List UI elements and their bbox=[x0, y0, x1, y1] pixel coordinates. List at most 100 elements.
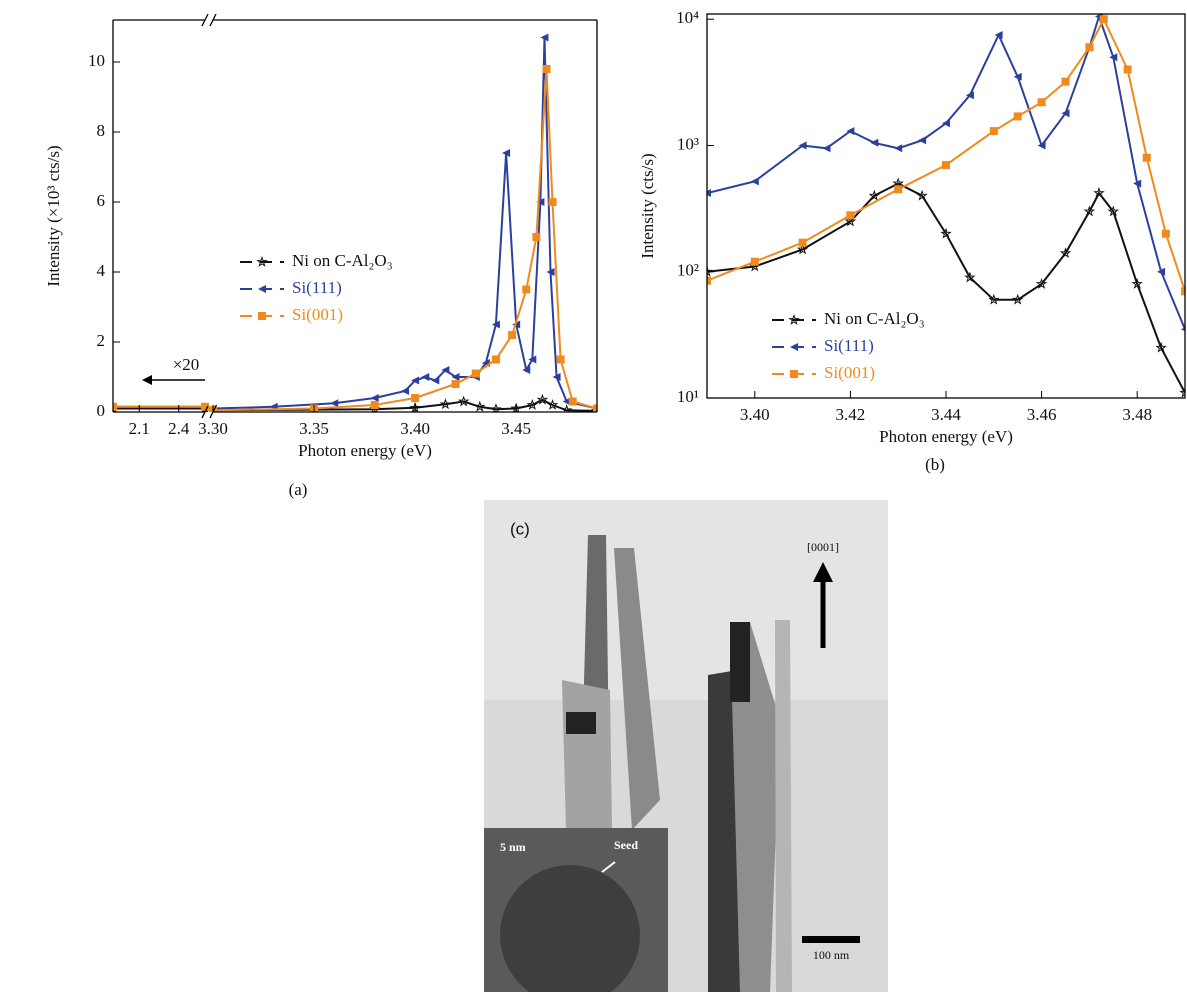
series-line bbox=[707, 182, 1185, 394]
marker bbox=[798, 141, 807, 150]
marker bbox=[1107, 205, 1120, 217]
marker bbox=[1037, 141, 1046, 150]
x-tick-label: 2.1 bbox=[129, 419, 150, 438]
marker bbox=[552, 373, 561, 381]
marker bbox=[502, 149, 511, 157]
marker bbox=[796, 243, 809, 255]
x-tick-label: 3.42 bbox=[836, 405, 866, 424]
x-tick-label: 3.35 bbox=[299, 419, 329, 438]
y-tick-label: 10 bbox=[88, 51, 105, 70]
marker bbox=[474, 400, 486, 412]
marker bbox=[994, 31, 1003, 40]
axis-break bbox=[209, 13, 217, 27]
y-tick-label: 10¹ bbox=[677, 387, 699, 406]
marker bbox=[542, 65, 551, 73]
plot-area bbox=[113, 33, 597, 412]
nanowire bbox=[562, 680, 612, 830]
marker bbox=[940, 227, 952, 239]
legend-marker bbox=[788, 313, 800, 325]
x-tick-label: 3.45 bbox=[501, 419, 531, 438]
marker bbox=[918, 136, 927, 145]
marker bbox=[846, 127, 855, 136]
marker bbox=[1155, 341, 1167, 353]
marker bbox=[411, 376, 420, 385]
marker bbox=[522, 366, 531, 374]
marker bbox=[942, 161, 950, 170]
legend-label: Si(001) bbox=[824, 363, 875, 382]
legend-label: Si(001) bbox=[292, 305, 343, 324]
marker bbox=[894, 185, 903, 194]
y-axis-label: Intensity (cts/s) bbox=[638, 153, 657, 258]
marker bbox=[491, 355, 500, 364]
x-tick-label: 3.44 bbox=[931, 405, 961, 424]
marker bbox=[330, 399, 339, 408]
y-tick-label: 2 bbox=[97, 331, 106, 350]
annotation: ×20 bbox=[173, 355, 200, 374]
marker bbox=[1035, 277, 1048, 289]
marker bbox=[568, 397, 577, 406]
legend-marker bbox=[790, 370, 798, 378]
marker bbox=[1161, 229, 1170, 238]
marker bbox=[201, 402, 209, 411]
y-tick-label: 4 bbox=[97, 261, 106, 280]
direction-label: [0001] bbox=[807, 540, 839, 554]
marker bbox=[536, 198, 545, 206]
marker bbox=[370, 401, 379, 409]
marker bbox=[1109, 53, 1118, 62]
marker bbox=[750, 177, 759, 186]
marker bbox=[526, 398, 539, 410]
marker bbox=[707, 265, 713, 277]
marker bbox=[707, 189, 711, 198]
marker bbox=[528, 355, 537, 364]
marker bbox=[457, 395, 470, 407]
marker bbox=[546, 398, 559, 410]
marker bbox=[1085, 43, 1094, 52]
nanowire-dark bbox=[566, 712, 596, 734]
marker bbox=[916, 189, 928, 201]
seed-arrow bbox=[601, 861, 616, 873]
y-tick-label: 10³ bbox=[677, 134, 699, 153]
legend-marker bbox=[258, 285, 266, 293]
nanowire bbox=[730, 622, 780, 992]
marker bbox=[1123, 65, 1132, 74]
scale-bar bbox=[802, 936, 860, 943]
marker bbox=[750, 257, 759, 266]
marker bbox=[1011, 293, 1024, 305]
y-tick-label: 8 bbox=[97, 121, 106, 140]
marker bbox=[989, 127, 998, 136]
marker bbox=[490, 403, 502, 412]
marker bbox=[441, 366, 450, 374]
marker bbox=[508, 331, 517, 339]
marker bbox=[942, 119, 950, 128]
y-axis-label: Intensity (×10³ cts/s) bbox=[44, 145, 63, 286]
x-axis-label: Photon energy (eV) bbox=[879, 427, 1013, 446]
marker bbox=[540, 33, 549, 42]
x-tick-label: 3.30 bbox=[198, 419, 228, 438]
direction-arrowhead bbox=[813, 562, 833, 582]
legend-marker bbox=[258, 312, 266, 320]
marker bbox=[988, 293, 1000, 305]
y-tick-label: 0 bbox=[97, 401, 106, 420]
marker bbox=[522, 285, 531, 294]
marker bbox=[1037, 98, 1046, 107]
marker bbox=[822, 144, 831, 153]
nanowire-dark bbox=[730, 622, 750, 702]
marker bbox=[411, 394, 420, 402]
marker bbox=[868, 189, 881, 201]
legend-marker bbox=[790, 343, 798, 351]
marker bbox=[451, 373, 460, 381]
x-tick-label: 3.40 bbox=[400, 419, 430, 438]
y-tick-label: 10² bbox=[677, 261, 699, 280]
series-line bbox=[707, 14, 1185, 330]
marker bbox=[491, 320, 500, 329]
marker bbox=[707, 276, 711, 285]
marker bbox=[532, 233, 541, 241]
marker bbox=[113, 402, 117, 411]
marker bbox=[846, 211, 855, 220]
marker bbox=[1061, 77, 1070, 86]
marker bbox=[536, 393, 549, 405]
marker bbox=[965, 91, 974, 100]
series-line bbox=[113, 37, 597, 410]
